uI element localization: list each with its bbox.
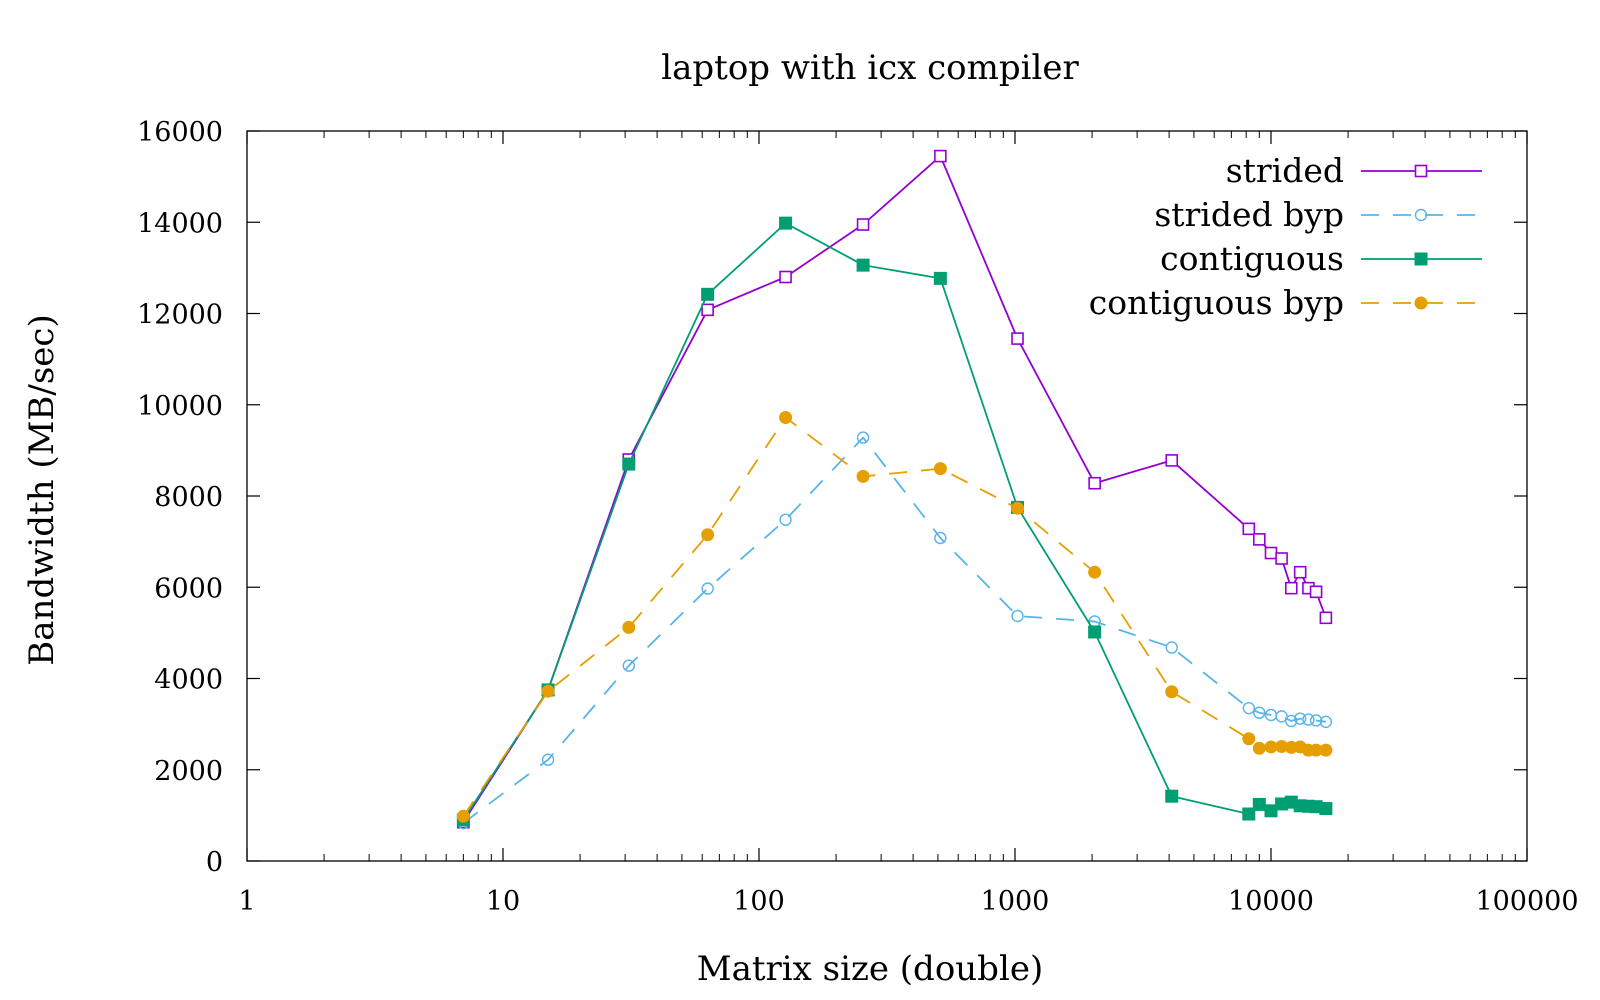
y-tick-label: 8000 — [154, 482, 223, 513]
data-point — [1275, 552, 1288, 565]
chart-title: laptop with icx compiler — [661, 48, 1079, 88]
data-point — [1319, 715, 1333, 729]
data-point — [1319, 743, 1333, 757]
data-point — [622, 659, 635, 672]
data-point — [456, 809, 470, 823]
legend-label: strided — [1226, 151, 1344, 190]
series-contiguous-byp — [456, 411, 1333, 823]
data-point — [934, 149, 947, 163]
data-point — [1242, 522, 1256, 536]
data-point — [622, 620, 636, 634]
data-point — [1242, 807, 1256, 821]
data-point — [934, 531, 947, 545]
axes: 0 2000 4000 6000 8000 10000 12000 14000 16000 1 10… — [137, 117, 1578, 917]
x-tick-label: 10 — [486, 886, 520, 917]
data-point — [1285, 714, 1298, 728]
legend: strided strided byp contiguous contiguous b… — [1089, 151, 1482, 322]
data-point — [1302, 713, 1315, 726]
data-point — [779, 513, 792, 526]
data-point — [1252, 797, 1266, 811]
y-tick-label: 10000 — [137, 391, 223, 422]
series-strided-byp — [457, 431, 1333, 830]
data-point — [1319, 611, 1333, 625]
data-point — [856, 469, 870, 483]
data-point — [622, 457, 636, 471]
y-tick-label: 0 — [206, 847, 223, 878]
data-point — [1011, 609, 1024, 623]
data-point — [701, 287, 715, 301]
data-point — [1293, 712, 1307, 725]
data-point — [1165, 789, 1179, 803]
x-tick-label: 1 — [238, 886, 255, 917]
data-point — [1252, 741, 1266, 755]
data-point — [1264, 804, 1278, 818]
data-point — [1088, 565, 1102, 579]
y-tick-label: 2000 — [154, 756, 223, 787]
data-point — [779, 411, 793, 425]
data-point — [541, 753, 555, 766]
series-line — [462, 416, 1326, 817]
legend-label: strided byp — [1154, 195, 1344, 234]
data-point — [856, 218, 870, 231]
legend-marker — [1414, 252, 1428, 266]
series-line — [462, 436, 1327, 824]
data-point — [1011, 501, 1025, 515]
y-tick-label: 16000 — [137, 117, 223, 148]
x-axis-label: Matrix size (double) — [697, 949, 1043, 989]
legend-item: strided — [1226, 151, 1482, 190]
x-tick-label: 100000 — [1475, 886, 1578, 917]
data-point — [1165, 641, 1178, 654]
legend-label: contiguous — [1160, 239, 1344, 278]
legend-item: strided byp — [1154, 195, 1482, 234]
y-tick-label: 4000 — [154, 665, 223, 696]
data-point — [1242, 732, 1256, 746]
x-tick-label: 100 — [733, 886, 785, 917]
data-point — [1088, 625, 1102, 639]
data-point — [779, 270, 792, 284]
y-tick-label: 6000 — [154, 573, 223, 604]
data-point — [856, 431, 870, 444]
y-tick-label: 14000 — [137, 208, 223, 239]
y-tick-label: 12000 — [137, 300, 223, 331]
data-point — [541, 684, 555, 698]
data-point — [1011, 332, 1024, 345]
data-point — [779, 216, 793, 230]
data-point — [1253, 706, 1266, 719]
data-point — [1284, 581, 1298, 595]
data-point — [1088, 476, 1101, 490]
data-point — [1264, 546, 1278, 560]
legend-item: contiguous — [1160, 239, 1482, 278]
data-point — [1252, 533, 1266, 546]
legend-item: contiguous byp — [1089, 283, 1482, 322]
data-point — [933, 271, 947, 285]
data-point — [701, 303, 714, 317]
x-tick-label: 10000 — [1228, 886, 1314, 917]
legend-marker — [1414, 164, 1428, 178]
data-point — [856, 258, 870, 272]
data-point — [1242, 701, 1256, 715]
legend-label: contiguous byp — [1089, 283, 1344, 322]
data-point — [1309, 714, 1323, 727]
data-point — [1319, 802, 1333, 816]
data-point — [933, 462, 947, 476]
data-point — [701, 582, 714, 595]
x-tick-label: 1000 — [981, 886, 1050, 917]
data-series — [456, 149, 1333, 830]
y-axis-label: Bandwidth (MB/sec) — [22, 314, 62, 665]
data-point — [1309, 585, 1323, 599]
data-point — [1165, 685, 1179, 699]
data-point — [1293, 565, 1307, 579]
data-point — [1165, 454, 1179, 467]
series-strided — [457, 149, 1333, 829]
legend-marker — [1414, 296, 1428, 310]
data-point — [701, 528, 715, 542]
legend-marker — [1414, 208, 1428, 222]
